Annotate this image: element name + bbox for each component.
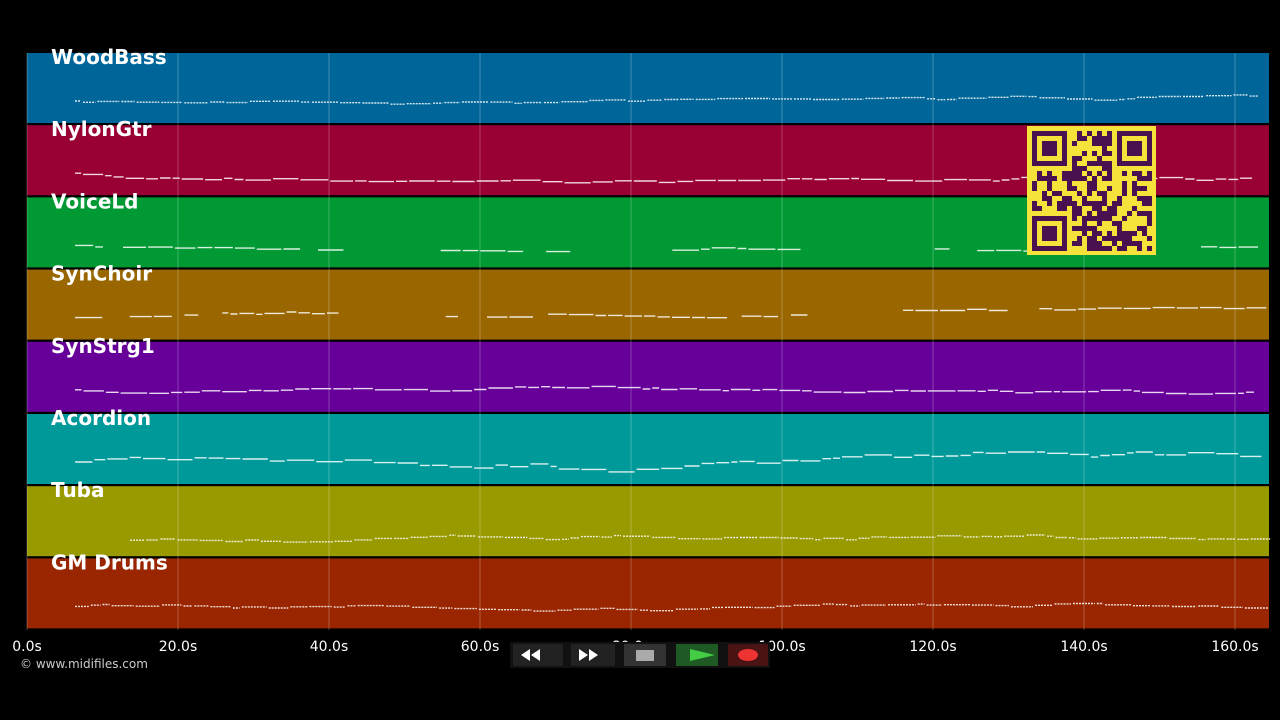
note-trace <box>75 306 1267 319</box>
time-tick-label: 60.0s <box>461 639 499 655</box>
track-name: VoiceLd <box>51 189 138 213</box>
track-name: Tuba <box>51 478 105 502</box>
track-lane <box>27 341 1269 412</box>
qr-finder <box>1042 226 1057 241</box>
fast-forward-button[interactable] <box>571 644 615 666</box>
transport-controls <box>510 642 770 668</box>
note-trace <box>75 385 1254 395</box>
play-button[interactable] <box>676 644 718 666</box>
notes <box>75 94 1271 612</box>
note-trace <box>130 534 1271 543</box>
track-lane <box>27 414 1269 484</box>
time-tick-label: 20.0s <box>159 639 197 655</box>
track-name: GM Drums <box>51 550 168 574</box>
time-tick-label: 100.0s <box>758 639 805 655</box>
time-tick-label: 140.0s <box>1060 639 1107 655</box>
qr-code <box>1027 126 1156 255</box>
labels: WoodBass NylonGtr VoiceLd SynChoir SynStrg1 A… <box>51 45 168 574</box>
track-name: SynStrg1 <box>51 334 155 358</box>
note-trace <box>75 451 1262 473</box>
record-button[interactable] <box>728 644 768 666</box>
rewind-button[interactable] <box>513 644 563 666</box>
time-tick-label: 160.0s <box>1211 639 1258 655</box>
qr-modules <box>1032 131 1152 251</box>
track-name: NylonGtr <box>51 117 152 141</box>
note-trace <box>75 602 1269 612</box>
track-lane <box>27 558 1269 629</box>
track-name: Acordion <box>51 406 151 430</box>
time-tick-label: 120.0s <box>909 639 956 655</box>
stop-button[interactable] <box>624 644 666 666</box>
track-lane <box>27 486 1269 557</box>
track-name: WoodBass <box>51 45 167 69</box>
time-tick-label: 0.0s <box>12 639 42 655</box>
copyright: © www.midifiles.com <box>20 657 148 671</box>
note-trace <box>75 94 1259 105</box>
track-lane <box>27 53 1269 123</box>
track-name: SynChoir <box>51 262 152 286</box>
qr-finder <box>1042 141 1057 156</box>
track-lane <box>27 269 1269 340</box>
qr-finder <box>1127 141 1142 156</box>
time-tick-label: 40.0s <box>310 639 348 655</box>
